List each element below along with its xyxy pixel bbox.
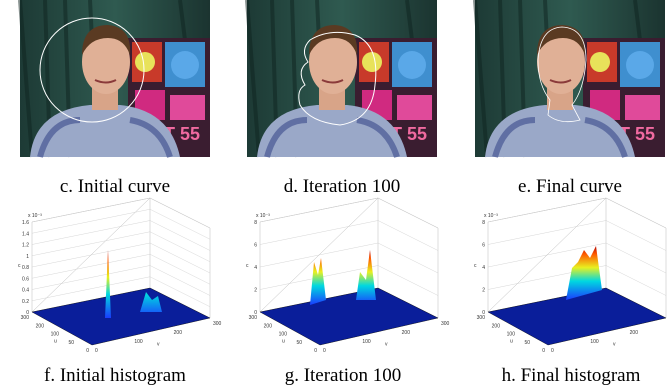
u-tick-label: 300 bbox=[249, 315, 258, 321]
u-tick-label: 300 bbox=[21, 315, 30, 321]
exponent: x 10⁻³ bbox=[484, 213, 498, 219]
z-tick-label: 1.4 bbox=[22, 231, 29, 237]
u-axis-label: u bbox=[282, 339, 285, 345]
u-tick-label: 0 bbox=[314, 348, 317, 354]
v-axis-label: v bbox=[613, 342, 616, 348]
v-tick-label: 100 bbox=[134, 339, 143, 345]
floor bbox=[487, 287, 667, 346]
v-tick-label: 200 bbox=[402, 330, 411, 336]
z-tick-label: 4 bbox=[482, 265, 485, 271]
grid-line bbox=[31, 242, 211, 274]
v-tick-label: 0 bbox=[551, 348, 554, 354]
histogram-surface bbox=[310, 250, 376, 305]
u-tick-label: 300 bbox=[477, 315, 486, 321]
histogram-surface bbox=[105, 250, 162, 318]
grid-line bbox=[31, 220, 211, 251]
z-tick-label: 0.2 bbox=[22, 299, 29, 305]
z-axis-label: c bbox=[474, 263, 477, 269]
z-tick-label: 1.2 bbox=[22, 243, 29, 249]
v-tick-label: 300 bbox=[441, 321, 450, 327]
grid-line bbox=[259, 265, 439, 296]
grid-line bbox=[487, 220, 667, 251]
u-axis-label: u bbox=[510, 339, 513, 345]
z-tick-label: 8 bbox=[254, 220, 257, 226]
z-tick-label: 1.6 bbox=[22, 220, 29, 226]
z-tick-label: 2 bbox=[254, 288, 257, 294]
v-axis-label: v bbox=[385, 342, 388, 348]
z-tick-label: 2 bbox=[482, 288, 485, 294]
z-tick-label: 0 bbox=[254, 310, 257, 316]
u-tick-label: 50 bbox=[524, 340, 530, 346]
z-tick-label: 0 bbox=[26, 310, 29, 316]
grid-line bbox=[31, 265, 211, 296]
exponent: x 10⁻³ bbox=[28, 213, 42, 219]
grid-line bbox=[487, 242, 667, 274]
floor bbox=[31, 287, 211, 346]
caption: c. Initial curve bbox=[60, 176, 170, 197]
u-axis-label: u bbox=[54, 339, 57, 345]
v-axis-label: v bbox=[157, 342, 160, 348]
grid-line bbox=[31, 254, 211, 285]
caption: d. Iteration 100 bbox=[284, 176, 401, 197]
grid-line bbox=[487, 265, 667, 296]
v-tick-label: 200 bbox=[630, 330, 639, 336]
z-tick-label: 1 bbox=[26, 254, 29, 260]
z-tick-label: 6 bbox=[254, 243, 257, 249]
caption: g. Iteration 100 bbox=[285, 365, 402, 386]
z-axis-label: c bbox=[18, 263, 21, 269]
exponent: x 10⁻³ bbox=[256, 213, 270, 219]
grid-line bbox=[31, 197, 211, 229]
floor bbox=[259, 287, 439, 346]
u-tick-label: 100 bbox=[279, 332, 288, 338]
z-tick-label: 0.6 bbox=[22, 276, 29, 282]
u-tick-label: 200 bbox=[492, 323, 501, 329]
v-tick-label: 0 bbox=[95, 348, 98, 354]
z-axis-label: c bbox=[246, 263, 249, 269]
caption: h. Final histogram bbox=[502, 365, 641, 386]
v-tick-label: 200 bbox=[174, 330, 183, 336]
v-tick-label: 300 bbox=[213, 321, 222, 327]
u-tick-label: 50 bbox=[296, 340, 302, 346]
caption: e. Final curve bbox=[518, 176, 622, 197]
z-tick-label: 0 bbox=[482, 310, 485, 316]
caption: f. Initial histogram bbox=[44, 365, 186, 386]
u-tick-label: 50 bbox=[68, 340, 74, 346]
u-tick-label: 0 bbox=[542, 348, 545, 354]
grid-line bbox=[487, 197, 667, 229]
photo-panel bbox=[247, 0, 437, 157]
grid-line bbox=[31, 276, 211, 307]
u-tick-label: 100 bbox=[51, 332, 60, 338]
v-tick-label: 100 bbox=[590, 339, 599, 345]
u-tick-label: 200 bbox=[264, 323, 273, 329]
z-tick-label: 0.8 bbox=[22, 265, 29, 271]
z-tick-label: 6 bbox=[482, 243, 485, 249]
v-tick-label: 0 bbox=[323, 348, 326, 354]
photo-panel bbox=[20, 0, 210, 157]
grid-line bbox=[259, 220, 439, 251]
u-tick-label: 200 bbox=[36, 323, 45, 329]
grid-line bbox=[31, 231, 211, 262]
z-tick-label: 4 bbox=[254, 265, 257, 271]
u-tick-label: 100 bbox=[507, 332, 516, 338]
photo-panel bbox=[475, 0, 665, 157]
grid-line bbox=[259, 242, 439, 274]
v-tick-label: 100 bbox=[362, 339, 371, 345]
histogram-surface bbox=[566, 246, 602, 300]
grid-line bbox=[259, 197, 439, 229]
grid-line bbox=[31, 209, 211, 240]
z-tick-label: 0.4 bbox=[22, 288, 29, 294]
u-tick-label: 0 bbox=[86, 348, 89, 354]
z-tick-label: 8 bbox=[482, 220, 485, 226]
